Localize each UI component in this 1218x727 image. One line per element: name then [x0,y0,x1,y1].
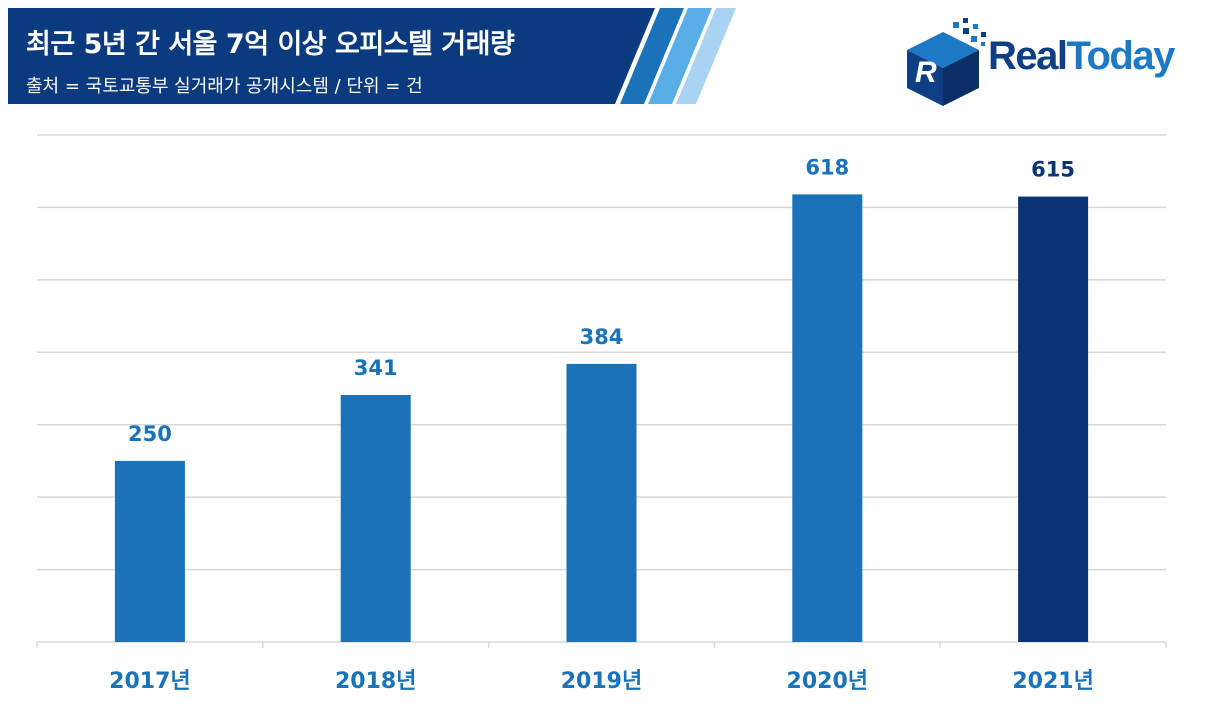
bar [114,460,185,642]
banner-shape [8,8,736,104]
bar [792,194,863,643]
x-tick-label: 2021년 [1012,669,1093,694]
bar-value-label: 618 [805,155,849,179]
bar [340,395,411,642]
chart-title: 최근 5년 간 서울 7억 이상 오피스텔 거래량 [26,29,515,60]
logo-cube-icon: R [907,18,986,106]
logo-text-today: Today [1066,34,1176,78]
bar-value-label: 250 [128,422,172,446]
title-banner: 최근 5년 간 서울 7억 이상 오피스텔 거래량 출처 = 국토교통부 실거래… [8,8,736,104]
logo-wordmark: RealToday [988,34,1176,79]
x-tick-label: 2018년 [335,669,416,694]
bar-value-label: 615 [1031,158,1075,182]
bar-value-label: 341 [354,356,398,380]
x-tick-label: 2020년 [787,669,868,694]
logo-text-real: Real [988,34,1068,78]
bar-value-label: 384 [580,325,624,349]
realtoday-logo: R [907,18,986,106]
x-tick-label: 2017년 [109,669,190,694]
x-tick-label: 2019년 [561,669,642,694]
svg-text:R: R [915,56,937,89]
chart-subtitle: 출처 = 국토교통부 실거래가 공개시스템 / 단위 = 건 [26,76,423,97]
bar [566,363,637,642]
bar [1018,196,1089,643]
